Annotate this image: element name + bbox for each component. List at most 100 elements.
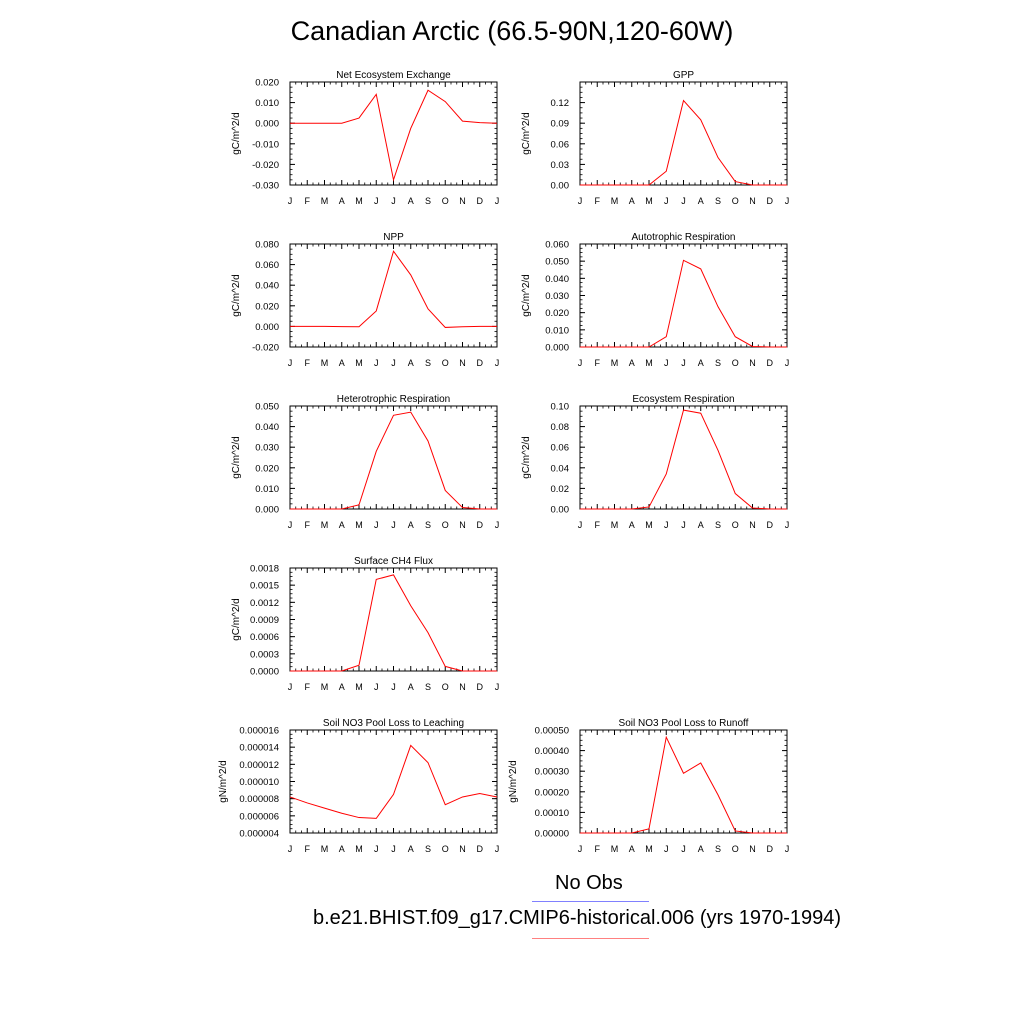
x-tick-label: S: [425, 196, 431, 206]
x-tick-label: J: [495, 196, 500, 206]
x-tick-label: J: [391, 520, 396, 530]
x-tick-label: A: [629, 844, 635, 854]
x-tick-label: F: [305, 520, 311, 530]
x-tick-label: D: [477, 358, 484, 368]
y-axis-label: gC/m^2/d: [231, 112, 242, 155]
x-tick-label: J: [288, 358, 293, 368]
y-tick-label: 0.000004: [239, 829, 279, 840]
x-tick-label: D: [477, 520, 484, 530]
x-tick-label: J: [495, 520, 500, 530]
x-tick-label: A: [629, 196, 635, 206]
series-line: [290, 574, 497, 672]
x-tick-label: D: [477, 196, 484, 206]
x-tick-label: S: [425, 682, 431, 692]
y-axis-label: gC/m^2/d: [231, 436, 242, 479]
y-axis-label: gC/m^2/d: [521, 436, 532, 479]
x-tick-label: N: [459, 358, 466, 368]
x-tick-label: J: [288, 844, 293, 854]
x-tick-label: O: [442, 682, 449, 692]
x-tick-label: O: [442, 196, 449, 206]
x-tick-label: J: [391, 844, 396, 854]
y-tick-label: 0.0018: [250, 564, 279, 575]
x-tick-label: D: [477, 844, 484, 854]
y-tick-label: 0.020: [255, 301, 279, 312]
x-tick-label: J: [288, 682, 293, 692]
x-tick-label: F: [305, 196, 311, 206]
y-tick-label: 0.050: [255, 402, 279, 413]
x-tick-label: F: [305, 682, 311, 692]
y-tick-label: 0.020: [255, 463, 279, 474]
x-tick-label: J: [495, 844, 500, 854]
x-tick-label: J: [785, 844, 790, 854]
y-tick-label: 0.010: [545, 325, 569, 336]
x-tick-label: N: [749, 520, 756, 530]
x-tick-label: J: [391, 196, 396, 206]
x-tick-label: J: [785, 520, 790, 530]
y-axis-label: gN/m^2/d: [508, 760, 519, 803]
y-tick-label: -0.020: [252, 343, 279, 354]
x-tick-label: M: [611, 844, 619, 854]
x-tick-label: D: [767, 358, 774, 368]
x-tick-label: A: [698, 520, 704, 530]
x-tick-label: N: [749, 844, 756, 854]
x-tick-label: M: [321, 682, 329, 692]
x-tick-label: A: [629, 520, 635, 530]
x-tick-label: J: [288, 196, 293, 206]
series-line: [580, 259, 787, 348]
x-tick-label: J: [495, 682, 500, 692]
y-tick-label: 0.10: [551, 402, 570, 413]
x-tick-label: D: [767, 844, 774, 854]
y-axis-label: gC/m^2/d: [521, 112, 532, 155]
panel-title: Net Ecosystem Exchange: [336, 70, 451, 81]
plot-frame: [289, 405, 498, 510]
x-tick-label: O: [442, 358, 449, 368]
x-tick-label: A: [698, 358, 704, 368]
y-axis-label: gN/m^2/d: [218, 760, 229, 803]
panel-title: Heterotrophic Respiration: [337, 394, 450, 405]
x-tick-label: S: [715, 520, 721, 530]
x-tick-label: M: [355, 358, 363, 368]
y-tick-label: -0.020: [252, 160, 279, 171]
plot-frame: [579, 81, 788, 186]
x-tick-label: F: [305, 844, 311, 854]
x-tick-label: M: [321, 358, 329, 368]
x-tick-label: J: [578, 358, 583, 368]
y-tick-label: 0.080: [255, 240, 279, 251]
y-tick-label: 0.000008: [239, 794, 279, 805]
y-tick-label: 0.050: [545, 257, 569, 268]
y-tick-label: 0.000012: [239, 760, 279, 771]
panel-title: Autotrophic Respiration: [632, 232, 736, 243]
x-tick-label: J: [374, 196, 379, 206]
x-tick-label: J: [495, 358, 500, 368]
x-tick-label: S: [425, 358, 431, 368]
x-tick-label: M: [611, 520, 619, 530]
legend-no-obs-label: No Obs: [555, 872, 623, 894]
x-tick-label: M: [355, 682, 363, 692]
x-tick-label: O: [442, 844, 449, 854]
plot-frame: [579, 243, 788, 348]
y-axis-label: gC/m^2/d: [521, 274, 532, 317]
y-tick-label: 0.04: [551, 463, 570, 474]
x-tick-label: N: [749, 358, 756, 368]
y-tick-label: 0.00: [551, 181, 570, 192]
x-tick-label: J: [391, 358, 396, 368]
series-line: [580, 735, 787, 834]
x-tick-label: J: [681, 844, 686, 854]
x-tick-label: J: [578, 520, 583, 530]
panel-title: Ecosystem Respiration: [632, 394, 734, 405]
panel-title: Soil NO3 Pool Loss to Leaching: [323, 718, 464, 729]
x-tick-label: M: [321, 844, 329, 854]
x-tick-label: A: [339, 682, 345, 692]
y-tick-label: 0.040: [255, 422, 279, 433]
x-tick-label: S: [715, 358, 721, 368]
x-tick-label: D: [477, 682, 484, 692]
x-tick-label: A: [339, 358, 345, 368]
x-tick-label: J: [664, 196, 669, 206]
x-tick-label: J: [681, 520, 686, 530]
x-tick-label: F: [595, 520, 601, 530]
y-tick-label: 0.12: [551, 98, 570, 109]
x-tick-label: J: [785, 196, 790, 206]
